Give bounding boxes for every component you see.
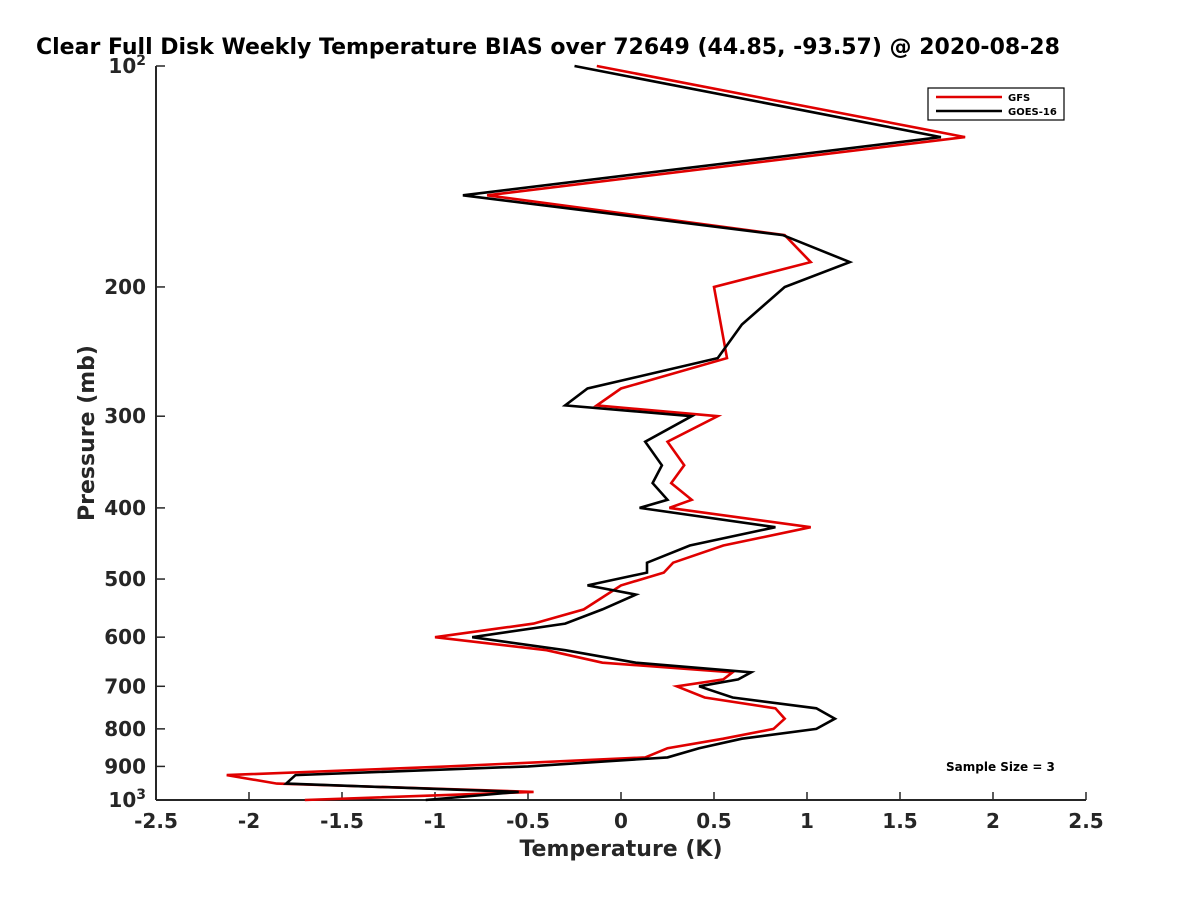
series-line-gfs xyxy=(226,64,966,802)
y-tick-base: 10 xyxy=(108,788,136,812)
series-line-goes16 xyxy=(282,64,942,802)
x-tick-label: 2 xyxy=(986,809,1000,833)
chart-title: Clear Full Disk Weekly Temperature BIAS … xyxy=(36,35,1060,60)
y-tick-exponent: 3 xyxy=(136,787,146,803)
y-tick-label: 400 xyxy=(104,496,146,520)
x-tick-label: -0.5 xyxy=(506,809,550,833)
x-tick-label: 0.5 xyxy=(696,809,731,833)
y-tick-label: 600 xyxy=(104,625,146,649)
legend-label-gfs: GFS xyxy=(1008,93,1030,104)
y-tick-label: 103 xyxy=(108,787,146,812)
y-tick-label: 102 xyxy=(108,53,146,78)
y-tick-exponent: 2 xyxy=(136,53,146,69)
x-axis-ticks: -2.5 -2 -1.5 -1 -0.5 0 0.5 1 1.5 2 2.5 xyxy=(134,792,1104,833)
y-tick-label: 800 xyxy=(104,717,146,741)
x-tick-label: -1 xyxy=(424,809,446,833)
y-tick-label: 900 xyxy=(104,754,146,778)
y-tick-label: 500 xyxy=(104,567,146,591)
series-layer xyxy=(226,64,966,802)
y-tick-label: 200 xyxy=(104,275,146,299)
x-tick-label: -2 xyxy=(238,809,260,833)
x-tick-label: 2.5 xyxy=(1068,809,1103,833)
legend-label-goes16: GOES-16 xyxy=(1008,107,1057,118)
sample-size-annotation: Sample Size = 3 xyxy=(946,760,1055,774)
y-axis-label: Pressure (mb) xyxy=(75,345,100,521)
x-axis-label: Temperature (K) xyxy=(519,837,722,862)
legend: GFS GOES-16 xyxy=(927,87,1065,121)
y-tick-label: 700 xyxy=(104,674,146,698)
legend-box xyxy=(927,87,1065,121)
x-tick-label: 1 xyxy=(800,809,814,833)
x-tick-label: -1.5 xyxy=(320,809,364,833)
y-tick-label: 300 xyxy=(104,404,146,428)
x-tick-label: 0 xyxy=(614,809,628,833)
x-tick-label: 1.5 xyxy=(882,809,917,833)
x-tick-label: -2.5 xyxy=(134,809,178,833)
y-tick-base: 10 xyxy=(108,54,136,78)
